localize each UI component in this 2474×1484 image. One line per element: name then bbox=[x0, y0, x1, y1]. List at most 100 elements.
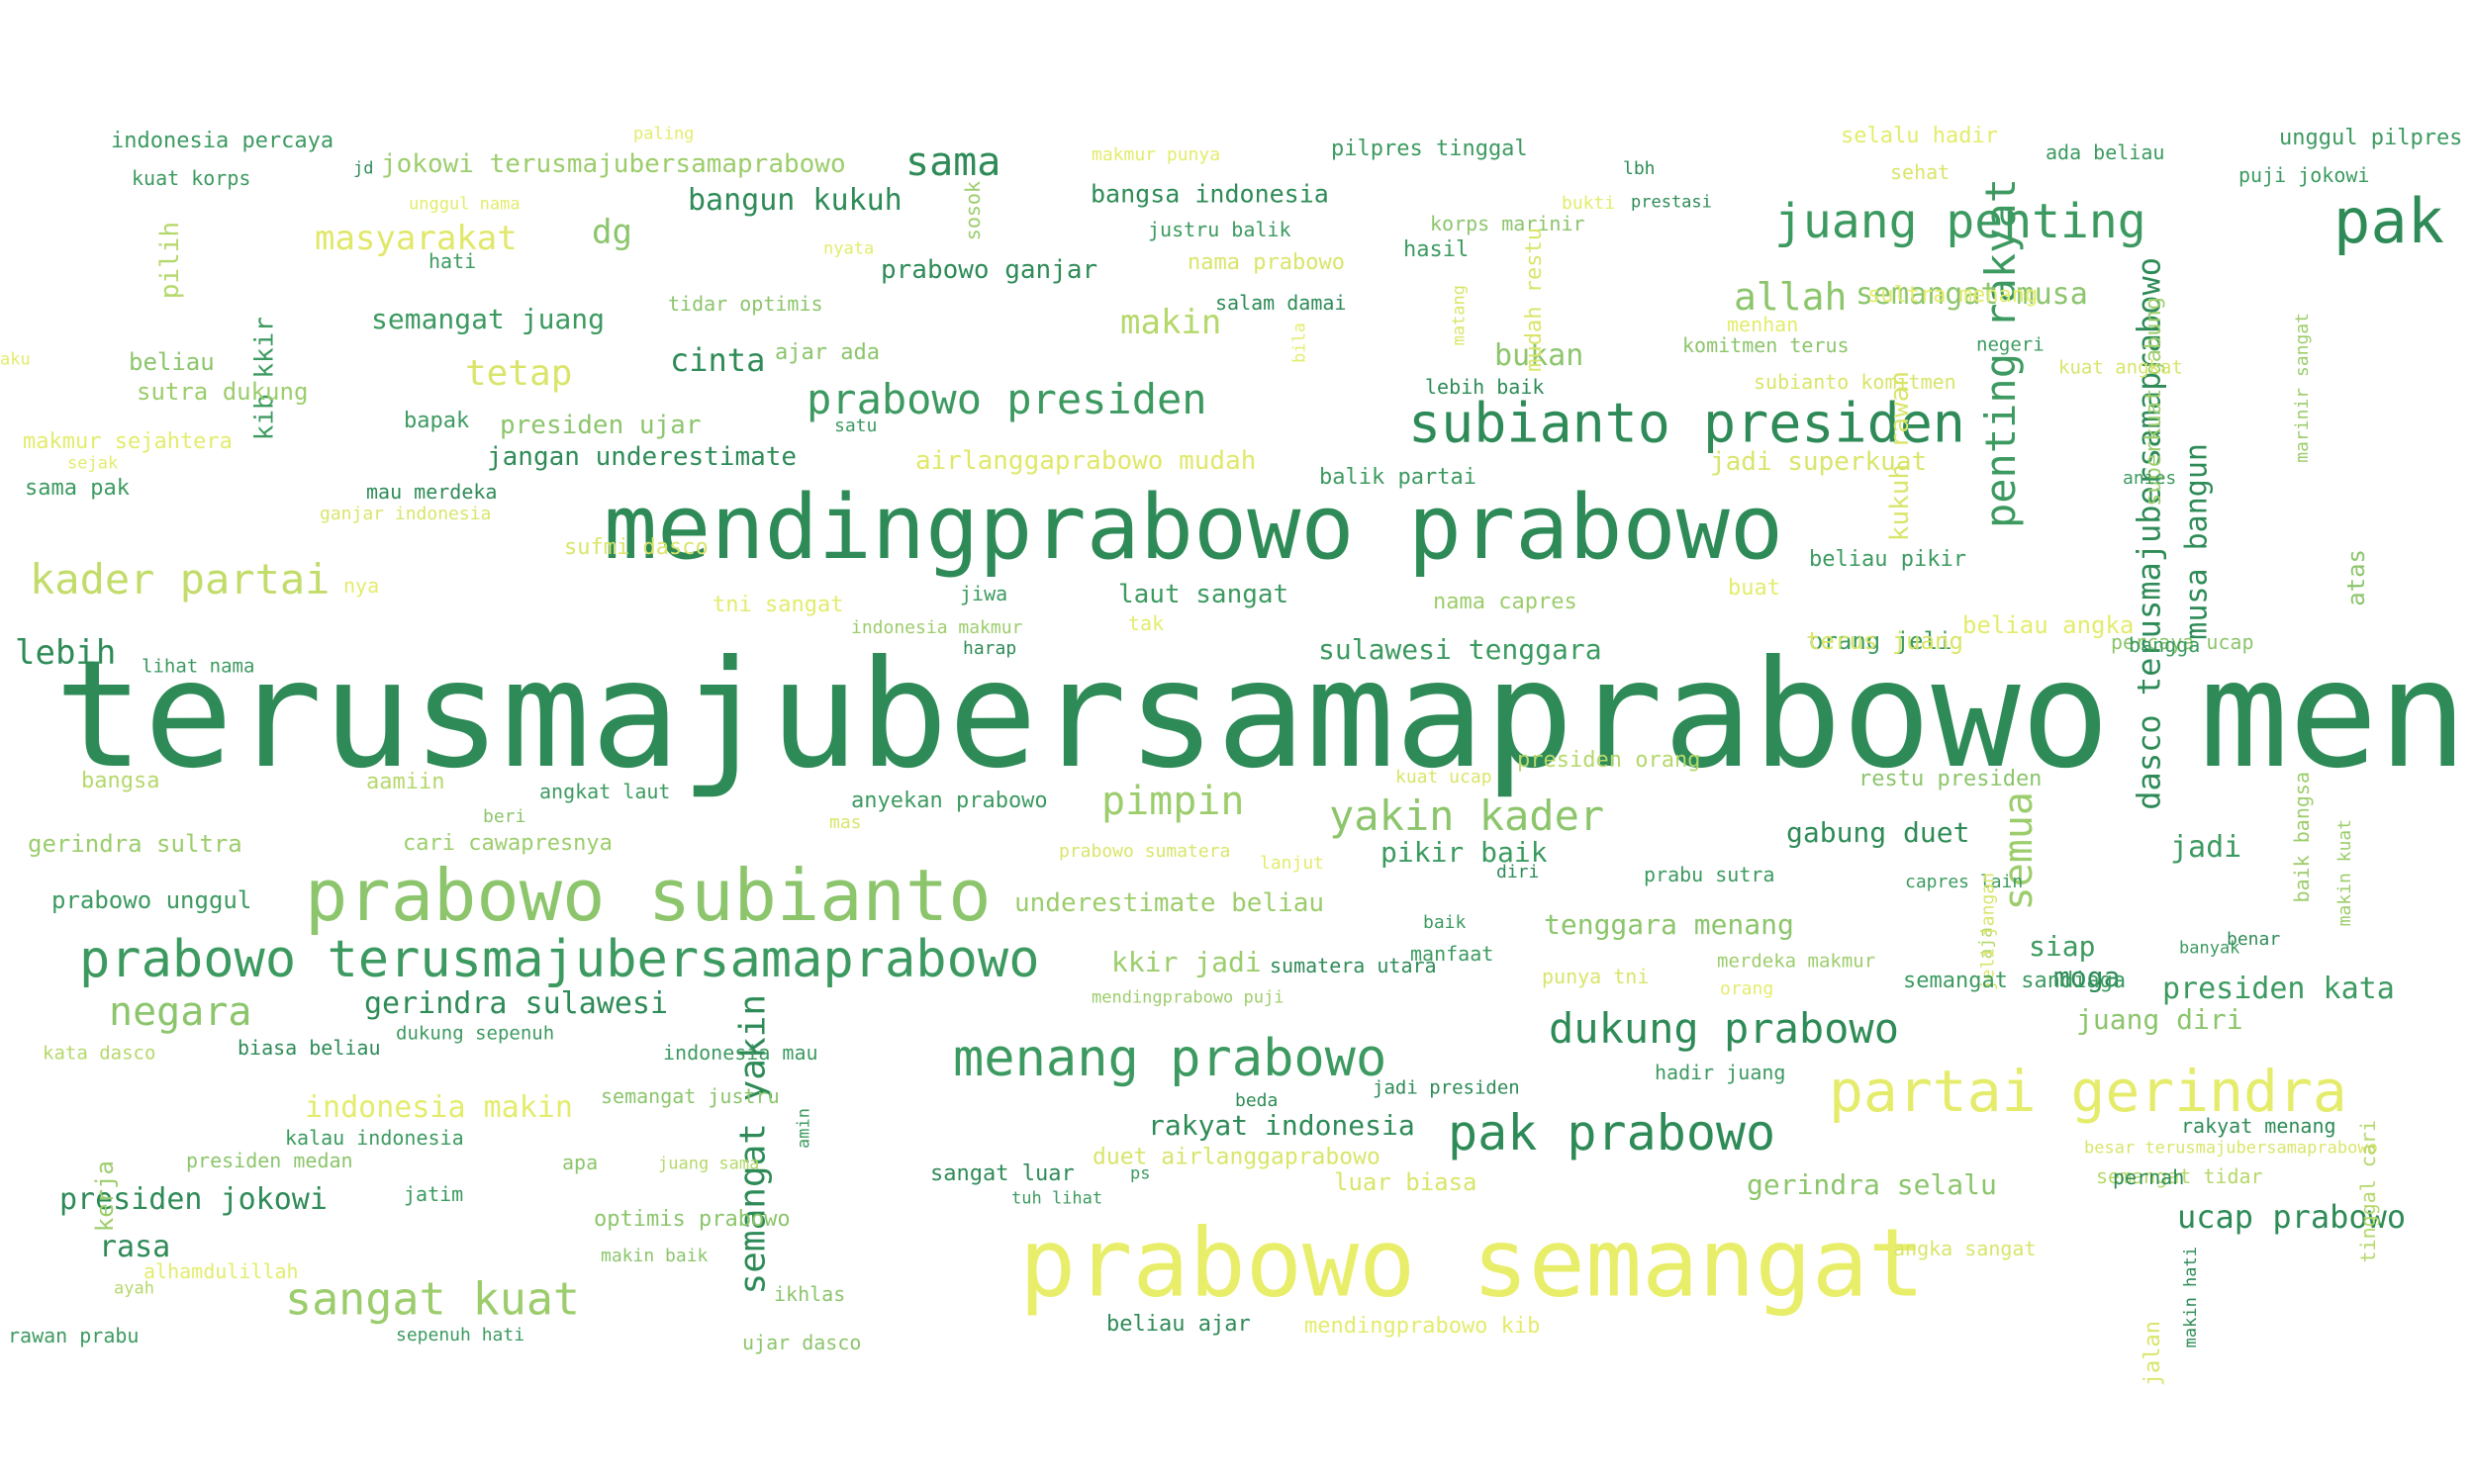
cloud-word: angkat laut bbox=[539, 780, 671, 803]
cloud-word: pikir baik bbox=[1380, 836, 1548, 869]
cloud-word: laut sangat bbox=[1118, 580, 1289, 609]
cloud-word: tidar optimis bbox=[668, 292, 823, 316]
cloud-word: besar terusmajubersamaprabowo bbox=[2084, 1138, 2378, 1159]
cloud-word: kkir jadi bbox=[1111, 946, 1262, 978]
cloud-word: dg bbox=[592, 213, 632, 252]
cloud-word: justru balik bbox=[1148, 218, 1291, 241]
cloud-word: unggul nama bbox=[409, 194, 521, 215]
cloud-word: nyata bbox=[823, 238, 875, 259]
cloud-word: beda bbox=[1235, 1090, 1279, 1111]
cloud-word: prabowo terusmajubersamaprabowo bbox=[79, 930, 1040, 989]
cloud-word: harap bbox=[963, 638, 1017, 659]
cloud-word: lihat nama bbox=[142, 655, 255, 678]
cloud-word: bangga bbox=[2129, 633, 2201, 657]
cloud-word: semangat tidar bbox=[2096, 1164, 2263, 1188]
cloud-word: punya tni bbox=[1542, 965, 1650, 988]
cloud-word: mendingprabowo prabowo bbox=[604, 476, 1784, 580]
cloud-word: sutra dukung bbox=[137, 378, 309, 406]
cloud-word: tni sangat bbox=[713, 593, 844, 617]
cloud-word: bukti bbox=[1562, 193, 1616, 214]
cloud-word: allah bbox=[1734, 275, 1848, 319]
cloud-word: presiden medan bbox=[186, 1149, 353, 1172]
cloud-word: ada beliau bbox=[2046, 140, 2165, 164]
cloud-word: prabowo presiden bbox=[807, 375, 1207, 423]
cloud-word: rakyat indonesia bbox=[1148, 1109, 1415, 1142]
cloud-word: presiden ujar bbox=[500, 411, 702, 440]
cloud-word: jangan underestimate bbox=[487, 442, 798, 472]
cloud-word: beliau pikir bbox=[1809, 547, 1966, 572]
cloud-word: mendingprabowo puji bbox=[1092, 987, 1285, 1008]
cloud-word: sepenuh hati bbox=[396, 1325, 525, 1345]
cloud-word: semangat sandiaga bbox=[1903, 969, 2127, 993]
cloud-word: hadir juang bbox=[1655, 1061, 1786, 1084]
cloud-word: makin baik bbox=[601, 1246, 709, 1266]
cloud-word: lebih baik bbox=[1425, 375, 1545, 399]
cloud-word: duet airlanggaprabowo bbox=[1093, 1144, 1380, 1170]
cloud-word: jadi presiden bbox=[1373, 1076, 1520, 1099]
cloud-word: beliau bbox=[129, 348, 215, 376]
cloud-word: amin bbox=[794, 1108, 814, 1149]
cloud-word: juang diri bbox=[2076, 1003, 2243, 1036]
cloud-word: semua bbox=[1995, 791, 2042, 911]
cloud-word: orang bbox=[1720, 978, 1774, 999]
cloud-word: korps marinir bbox=[1430, 212, 1585, 235]
cloud-word: benar bbox=[2227, 929, 2281, 950]
cloud-word: rasa bbox=[99, 1230, 171, 1264]
cloud-word: subianto presiden bbox=[1408, 391, 1965, 455]
cloud-word: jadi superkuat bbox=[1710, 447, 1928, 477]
cloud-word: orang jeli bbox=[1809, 627, 1952, 655]
cloud-word: makin bbox=[1120, 303, 1222, 342]
cloud-word: sangat luar bbox=[930, 1161, 1075, 1186]
cloud-word: gerindra sulawesi bbox=[364, 986, 669, 1021]
cloud-word: percaya ucap bbox=[2111, 630, 2254, 654]
cloud-word: underestimate beliau bbox=[1014, 888, 1325, 918]
cloud-word: gerindra selalu bbox=[1747, 1168, 1997, 1201]
cloud-word: kerja bbox=[90, 1160, 119, 1233]
cloud-word: mas bbox=[829, 812, 862, 833]
cloud-word: cinta bbox=[670, 341, 766, 379]
cloud-word: capres lain bbox=[1905, 872, 2024, 892]
cloud-word: prabowo subianto bbox=[305, 854, 992, 937]
cloud-word: jatim bbox=[404, 1182, 464, 1206]
cloud-word: bangun kukuh bbox=[688, 183, 903, 218]
cloud-word: partai gerindra bbox=[1829, 1058, 2347, 1125]
cloud-word: bapak bbox=[404, 409, 470, 433]
cloud-word: negara bbox=[109, 989, 252, 1035]
cloud-word: merdeka makmur bbox=[1717, 950, 1876, 973]
cloud-word: ucap prabowo bbox=[2177, 1198, 2407, 1236]
cloud-word: bukan bbox=[1494, 338, 1584, 373]
cloud-word: unggul pilpres bbox=[2279, 126, 2463, 150]
cloud-word: masyarakat bbox=[315, 219, 518, 258]
cloud-word: ikhlas bbox=[774, 1282, 846, 1306]
cloud-word: banyak bbox=[2179, 938, 2240, 959]
cloud-word: presiden kata bbox=[2162, 972, 2395, 1006]
cloud-word: indonesia percaya bbox=[111, 129, 334, 153]
cloud-word: matang bbox=[1449, 285, 1470, 346]
cloud-word: nama prabowo bbox=[1188, 250, 1345, 275]
cloud-word: prabowo ganjar bbox=[881, 255, 1098, 285]
cloud-word: tetap bbox=[465, 353, 573, 394]
cloud-word: pak bbox=[2333, 185, 2444, 257]
cloud-word: apa bbox=[562, 1151, 599, 1174]
cloud-word: bangsa bbox=[81, 769, 160, 793]
cloud-word: dukung prabowo bbox=[1549, 1004, 1900, 1053]
cloud-word: manfaat bbox=[1410, 942, 1494, 966]
cloud-word: selalu hadir bbox=[1841, 124, 1998, 148]
cloud-word: diri bbox=[1496, 862, 1540, 882]
cloud-word: tinggal cari bbox=[2355, 1120, 2380, 1263]
cloud-word: aamiin bbox=[366, 770, 445, 794]
cloud-word: rawan prabu bbox=[8, 1324, 140, 1347]
cloud-word: jalan bbox=[2140, 1321, 2165, 1387]
cloud-word: sultra menang bbox=[1867, 283, 2039, 308]
cloud-word: prabu sutra bbox=[1644, 863, 1775, 886]
cloud-word: buat bbox=[1728, 576, 1780, 601]
cloud-word: salam damai bbox=[1215, 291, 1347, 315]
cloud-word: hati bbox=[428, 249, 477, 273]
cloud-word: sufmi dasco bbox=[564, 535, 709, 560]
cloud-word: sama bbox=[905, 139, 1001, 185]
cloud-word: prestasi bbox=[1631, 192, 1712, 213]
cloud-word: presiden orang bbox=[1517, 748, 1701, 773]
cloud-word: jadi bbox=[2170, 830, 2242, 865]
cloud-word: makin hati bbox=[2180, 1247, 2201, 1348]
cloud-word: hasil bbox=[1403, 237, 1470, 262]
